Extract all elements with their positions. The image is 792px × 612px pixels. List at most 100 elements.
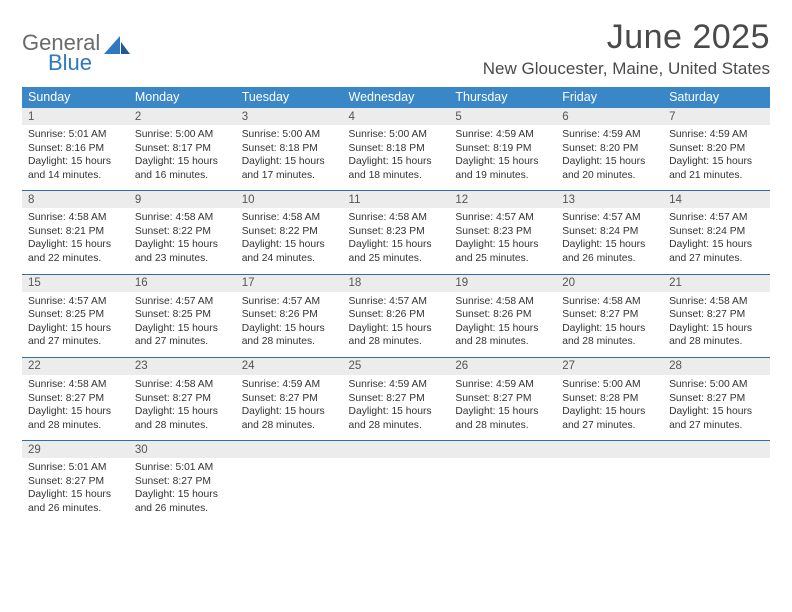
daylight-text-2: and 24 minutes. — [242, 252, 337, 266]
weekday-header: Tuesday — [236, 87, 343, 108]
sunset-text: Sunset: 8:26 PM — [349, 308, 444, 322]
sunrise-text: Sunrise: 4:58 AM — [562, 295, 657, 309]
sunset-text: Sunset: 8:23 PM — [349, 225, 444, 239]
daylight-text-2: and 19 minutes. — [455, 169, 550, 183]
daylight-text-2: and 27 minutes. — [669, 252, 764, 266]
day-number: 16 — [129, 275, 236, 292]
day-number: 12 — [449, 191, 556, 208]
daylight-text-2: and 28 minutes. — [455, 335, 550, 349]
daylight-text-1: Daylight: 15 hours — [349, 405, 444, 419]
brand-sail-icon — [104, 34, 130, 61]
day-body-row: Sunrise: 4:57 AM Sunset: 8:25 PM Daylight:… — [22, 292, 770, 358]
sunset-text: Sunset: 8:21 PM — [28, 225, 123, 239]
day-body-row: Sunrise: 4:58 AMSunset: 8:27 PMDaylight:… — [22, 375, 770, 441]
day-cell: Sunrise: 4:57 AMSunset: 8:24 PMDaylight:… — [556, 208, 663, 274]
day-cell: Sunrise: 4:59 AMSunset: 8:27 PMDaylight:… — [343, 375, 450, 441]
sunset-text: Sunset: 8:23 PM — [455, 225, 550, 239]
daylight-text-1: Daylight: 15 hours — [349, 322, 444, 336]
sunset-text: Sunset: 8:28 PM — [562, 392, 657, 406]
daylight-text-1: Daylight: 15 hours — [562, 322, 657, 336]
daylight-text-1: Daylight: 15 hours — [455, 238, 550, 252]
sunset-text: Sunset: 8:27 PM — [349, 392, 444, 406]
sunset-text: Sunset: 8:27 PM — [562, 308, 657, 322]
daylight-text-2: and 28 minutes. — [455, 419, 550, 433]
location-label: New Gloucester, Maine, United States — [483, 59, 770, 79]
sunrise-text: Sunrise: 5:00 AM — [669, 378, 764, 392]
day-number: 25 — [343, 358, 450, 375]
day-cell — [236, 458, 343, 523]
weekday-header: Monday — [129, 87, 236, 108]
day-number: 3 — [236, 108, 343, 125]
sunrise-text: Sunrise: 4:57 AM — [562, 211, 657, 225]
daylight-text-1: Daylight: 15 hours — [135, 238, 230, 252]
day-number: 15 — [22, 275, 129, 292]
sunrise-text: Sunrise: 4:58 AM — [135, 378, 230, 392]
day-number: 13 — [556, 191, 663, 208]
weekday-header: Wednesday — [343, 87, 450, 108]
daylight-text-2: and 26 minutes. — [135, 502, 230, 516]
daylight-text-1: Daylight: 15 hours — [455, 405, 550, 419]
day-cell: Sunrise: 4:59 AMSunset: 8:19 PMDaylight:… — [449, 125, 556, 191]
day-cell: Sunrise: 4:59 AMSunset: 8:27 PMDaylight:… — [449, 375, 556, 441]
sunset-text: Sunset: 8:24 PM — [669, 225, 764, 239]
daylight-text-2: and 27 minutes. — [28, 335, 123, 349]
day-cell — [663, 458, 770, 523]
daylight-text-1: Daylight: 15 hours — [242, 405, 337, 419]
day-number — [663, 441, 770, 458]
daylight-text-2: and 25 minutes. — [349, 252, 444, 266]
day-number: 2 — [129, 108, 236, 125]
day-cell: Sunrise: 5:01 AMSunset: 8:27 PMDaylight:… — [22, 458, 129, 523]
day-body-row: Sunrise: 5:01 AM Sunset: 8:27 PMDaylight:… — [22, 458, 770, 523]
sunset-text: Sunset: 8:19 PM — [455, 142, 550, 156]
daylight-text-1: Daylight: 15 hours — [669, 322, 764, 336]
daylight-text-1: Daylight: 15 hours — [135, 488, 230, 502]
daylight-text-1: Daylight: 15 hours — [562, 238, 657, 252]
day-number: 30 — [129, 441, 236, 458]
sunrise-text: Sunrise: 4:58 AM — [28, 378, 123, 392]
daylight-text-1: Daylight: 15 hours — [28, 155, 123, 169]
weekday-header: Thursday — [449, 87, 556, 108]
sunset-text: Sunset: 8:25 PM — [28, 308, 123, 322]
sunrise-text: Sunrise: 4:57 AM — [242, 295, 337, 309]
sunrise-text: Sunrise: 4:58 AM — [242, 211, 337, 225]
daylight-text-1: Daylight: 15 hours — [562, 155, 657, 169]
day-cell — [449, 458, 556, 523]
day-number — [343, 441, 450, 458]
sunset-text: Sunset: 8:22 PM — [242, 225, 337, 239]
daylight-text-2: and 28 minutes. — [135, 419, 230, 433]
day-body-row: Sunrise: 5:01 AMSunset: 8:16 PMDaylight:… — [22, 125, 770, 191]
daylight-text-1: Daylight: 15 hours — [242, 322, 337, 336]
daylight-text-1: Daylight: 15 hours — [28, 238, 123, 252]
brand-text: General Blue — [22, 32, 100, 74]
day-number: 11 — [343, 191, 450, 208]
brand-logo: General Blue — [22, 32, 130, 74]
day-cell: Sunrise: 4:57 AMSunset: 8:24 PMDaylight:… — [663, 208, 770, 274]
day-number: 19 — [449, 275, 556, 292]
day-number-row: 2930 — [22, 441, 770, 458]
sunset-text: Sunset: 8:27 PM — [242, 392, 337, 406]
day-number: 7 — [663, 108, 770, 125]
sunrise-text: Sunrise: 4:59 AM — [669, 128, 764, 142]
sunset-text: Sunset: 8:27 PM — [135, 475, 230, 489]
daylight-text-2: and 17 minutes. — [242, 169, 337, 183]
sunrise-text: Sunrise: 4:59 AM — [242, 378, 337, 392]
day-cell: Sunrise: 5:00 AMSunset: 8:18 PMDaylight:… — [236, 125, 343, 191]
sunset-text: Sunset: 8:16 PM — [28, 142, 123, 156]
day-cell: Sunrise: 4:59 AMSunset: 8:27 PMDaylight:… — [236, 375, 343, 441]
daylight-text-2: and 28 minutes. — [242, 335, 337, 349]
daylight-text-1: Daylight: 15 hours — [242, 238, 337, 252]
sunset-text: Sunset: 8:18 PM — [349, 142, 444, 156]
sunrise-text: Sunrise: 5:01 AM — [28, 461, 123, 475]
sunrise-text: Sunrise: 4:57 AM — [669, 211, 764, 225]
day-number: 10 — [236, 191, 343, 208]
sunrise-text: Sunrise: 5:00 AM — [242, 128, 337, 142]
day-number: 6 — [556, 108, 663, 125]
sunrise-text: Sunrise: 4:58 AM — [135, 211, 230, 225]
calendar-body: 1234567Sunrise: 5:01 AMSunset: 8:16 PMDa… — [22, 108, 770, 524]
sunset-text: Sunset: 8:26 PM — [455, 308, 550, 322]
day-number-row: 22232425262728 — [22, 358, 770, 375]
sunrise-text: Sunrise: 5:00 AM — [135, 128, 230, 142]
sunrise-text: Sunrise: 4:58 AM — [349, 211, 444, 225]
day-cell — [343, 458, 450, 523]
day-number: 27 — [556, 358, 663, 375]
